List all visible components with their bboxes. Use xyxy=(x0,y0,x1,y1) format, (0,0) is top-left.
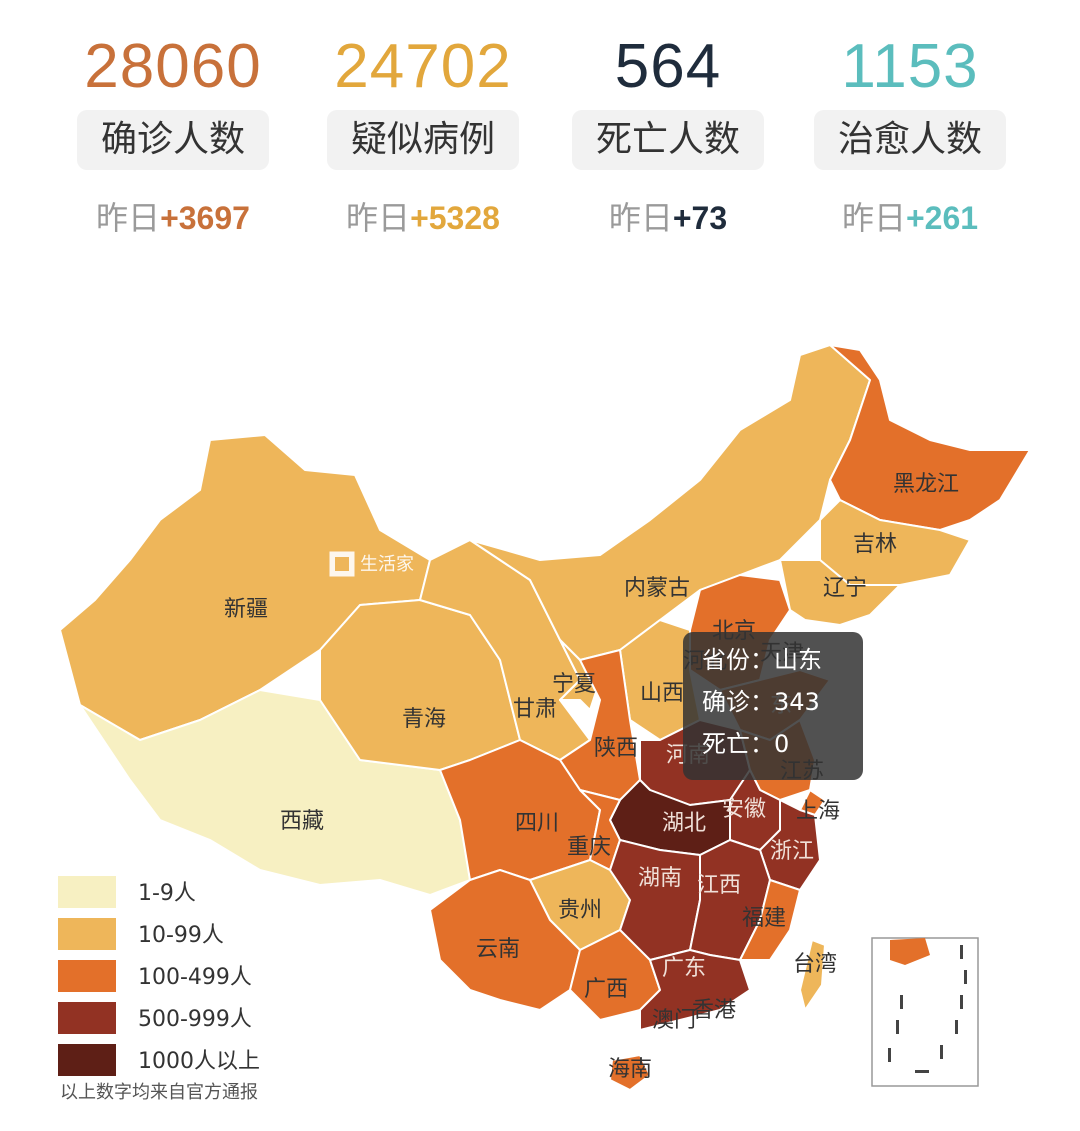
legend-label-3: 100-499人 xyxy=(138,965,252,990)
suspected-delta: 昨日+5328 xyxy=(303,198,543,238)
province-fujian[interactable] xyxy=(739,879,801,961)
tooltip-confirmed-label: 确诊： xyxy=(702,688,774,716)
legend-swatch-3 xyxy=(58,960,116,992)
cured-delta-prefix: 昨日 xyxy=(841,199,906,237)
tooltip-death-label: 死亡： xyxy=(702,730,774,758)
label-hainan: 海南 xyxy=(608,1057,652,1082)
confirmed-label: 确诊人数 xyxy=(76,110,269,170)
label-jilin: 吉林 xyxy=(853,532,897,557)
legend-swatch-5 xyxy=(58,1044,116,1076)
label-guangdong: 广东 xyxy=(662,956,706,981)
label-yunnan: 云南 xyxy=(476,937,520,962)
label-jiangxi: 江西 xyxy=(697,873,741,898)
label-ningxia: 宁夏 xyxy=(552,672,596,697)
label-hubei: 湖北 xyxy=(662,811,706,836)
province-yunnan[interactable] xyxy=(429,869,581,1011)
legend-label-5: 1000人以上 xyxy=(138,1049,260,1074)
svg-text:死亡：0: 死亡：0 xyxy=(702,730,789,758)
suspected-delta-prefix: 昨日 xyxy=(346,199,411,237)
label-guangxi: 广西 xyxy=(584,977,628,1002)
confirmed-delta-prefix: 昨日 xyxy=(96,199,161,237)
label-neimenggu: 内蒙古 xyxy=(624,576,690,601)
svg-text:省份：山东: 省份：山东 xyxy=(702,646,822,674)
label-xianggang: 香港 xyxy=(692,998,736,1023)
label-zhejiang: 浙江 xyxy=(770,839,814,864)
death-count: 564 xyxy=(614,32,722,101)
province-hainan[interactable] xyxy=(609,1054,651,1091)
label-liaoning: 辽宁 xyxy=(823,576,867,601)
death-label: 死亡人数 xyxy=(571,110,764,170)
label-taiwan: 台湾 xyxy=(793,952,837,977)
cured-count: 1153 xyxy=(841,32,979,101)
south-china-sea-inset xyxy=(871,937,979,1087)
label-gansu: 甘肃 xyxy=(513,697,557,722)
label-aomen: 澳门 xyxy=(652,1008,696,1033)
legend-label-4: 500-999人 xyxy=(138,1007,252,1032)
cured-delta-value: +261 xyxy=(905,200,979,236)
tooltip-province-label: 省份： xyxy=(702,646,774,674)
cured-delta: 昨日+261 xyxy=(790,198,1030,238)
legend-label-1: 1-9人 xyxy=(138,881,196,906)
label-fujian: 福建 xyxy=(742,906,786,931)
legend-label-2: 10-99人 xyxy=(138,923,224,948)
stat-cured: 1153 治愈人数 昨日+261 xyxy=(790,30,1030,238)
province-taiwan[interactable] xyxy=(799,939,826,1011)
label-anhui: 安徽 xyxy=(722,797,766,822)
label-shanghai: 上海 xyxy=(796,799,840,824)
confirmed-delta-value: +3697 xyxy=(160,200,250,236)
label-chongqing: 重庆 xyxy=(567,835,611,860)
label-sichuan: 四川 xyxy=(515,811,559,836)
tooltip-province: 山东 xyxy=(774,646,822,674)
province-liaoning[interactable] xyxy=(779,559,901,626)
watermark-text: 生活家 xyxy=(360,554,414,575)
tooltip-confirmed: 343 xyxy=(774,688,820,716)
label-hunan: 湖南 xyxy=(638,866,682,891)
legend-swatch-2 xyxy=(58,918,116,950)
cured-label: 治愈人数 xyxy=(813,110,1006,170)
label-shanxi: 山西 xyxy=(640,681,684,706)
label-xizang: 西藏 xyxy=(280,809,324,834)
stat-confirmed: 28060 确诊人数 昨日+3697 xyxy=(53,30,293,238)
tooltip-shandong: 省份：山东 确诊：343 死亡：0 xyxy=(683,632,863,780)
province-guangdong[interactable] xyxy=(639,949,751,1031)
svg-text:确诊：343: 确诊：343 xyxy=(702,688,820,716)
label-xinjiang: 新疆 xyxy=(224,597,268,622)
confirmed-delta: 昨日+3697 xyxy=(53,198,293,238)
watermark: 生活家 xyxy=(329,551,414,577)
stat-suspected: 24702 疑似病例 昨日+5328 xyxy=(303,30,543,238)
legend-swatch-1 xyxy=(58,876,116,908)
tooltip-death: 0 xyxy=(774,730,789,758)
stats-panel: 28060 确诊人数 昨日+3697 24702 疑似病例 昨日+5328 56… xyxy=(0,30,1080,250)
suspected-delta-value: +5328 xyxy=(410,200,500,236)
label-heilongjiang: 黑龙江 xyxy=(893,472,959,497)
legend-swatch-4 xyxy=(58,1002,116,1034)
confirmed-count: 28060 xyxy=(84,32,262,101)
legend: 1-9人 10-99人 100-499人 500-999人 1000人以上 以上… xyxy=(58,876,260,1103)
label-guizhou: 贵州 xyxy=(558,898,602,923)
death-delta-value: +73 xyxy=(672,200,728,236)
province-heilongjiang[interactable] xyxy=(829,344,1031,531)
source-note: 以上数字均来自官方通报 xyxy=(60,1082,258,1103)
death-delta-prefix: 昨日 xyxy=(608,199,673,237)
suspected-count: 24702 xyxy=(334,32,512,101)
label-shaanxi: 陕西 xyxy=(594,736,638,761)
label-qinghai: 青海 xyxy=(402,707,446,732)
stat-deaths: 564 死亡人数 昨日+73 xyxy=(548,30,788,238)
death-delta: 昨日+73 xyxy=(548,198,788,238)
suspected-label: 疑似病例 xyxy=(326,110,519,170)
